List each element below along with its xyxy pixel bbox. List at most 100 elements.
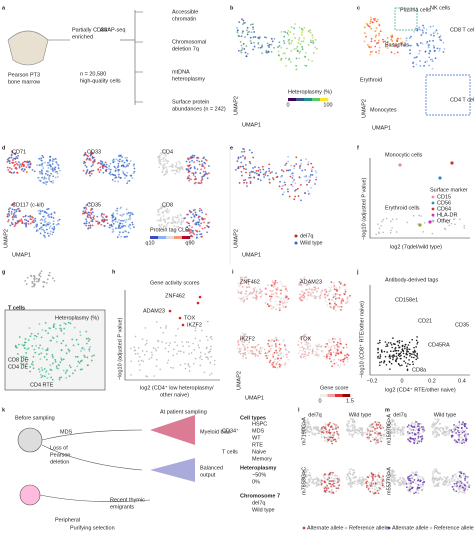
scatter-dot <box>403 360 405 363</box>
umap-dot <box>192 172 195 175</box>
umap-dot <box>29 335 32 338</box>
umap-dot <box>452 488 455 491</box>
umap-dot <box>340 343 342 345</box>
umap-dot <box>14 214 17 217</box>
umap-dot <box>382 427 384 430</box>
umap-dot <box>12 215 15 218</box>
umap-dot <box>174 221 177 223</box>
umap-dot <box>247 278 249 280</box>
umap-dot <box>246 294 249 297</box>
scatter-dot <box>199 351 202 354</box>
umap-dot <box>434 429 437 431</box>
umap-dot <box>259 295 262 298</box>
umap-dot <box>445 480 448 483</box>
umap-dot <box>87 340 90 342</box>
umap-dot <box>412 429 415 431</box>
umap-dot <box>254 171 256 174</box>
umap-dot <box>289 169 291 171</box>
umap-dot <box>309 345 312 348</box>
umap-dot <box>6 215 9 218</box>
umap-dot <box>50 213 53 216</box>
umap-dot <box>48 215 51 218</box>
scatter-dot <box>397 362 400 365</box>
umap-dot <box>255 172 258 175</box>
umap-dot <box>203 174 206 176</box>
umap-dot <box>245 295 248 298</box>
umap-dot <box>47 207 50 210</box>
scatter-dot <box>192 342 194 345</box>
umap-dot <box>306 179 309 181</box>
umap-dot <box>90 220 93 222</box>
umap-dot <box>201 163 204 166</box>
umap-dot <box>307 354 309 357</box>
umap-dot <box>312 347 314 350</box>
scatter-dot <box>383 360 386 362</box>
umap-dot <box>246 52 249 55</box>
umap-dot <box>269 347 272 350</box>
umap-dot <box>90 172 93 175</box>
umap-dot <box>330 492 333 495</box>
scatter-dot <box>447 222 449 224</box>
umap-dot <box>273 46 275 49</box>
label: Balanced <box>200 465 223 471</box>
umap-dot <box>315 178 317 181</box>
umap-dot <box>406 431 409 433</box>
umap-dot <box>121 219 124 222</box>
umap-dot <box>454 425 456 427</box>
umap-dot <box>272 178 275 181</box>
umap-dot <box>123 173 126 176</box>
umap-dot <box>236 160 239 163</box>
umap-dot <box>366 23 369 26</box>
scatter-dot <box>199 355 202 357</box>
umap-dot <box>338 287 341 289</box>
umap-dot <box>244 163 247 166</box>
scatter-dot <box>213 363 216 366</box>
umap-dot <box>415 420 417 423</box>
umap-dot <box>159 216 162 219</box>
umap-dot <box>194 178 197 181</box>
umap-dot <box>419 432 421 435</box>
umap-dot <box>254 353 257 356</box>
umap-dot <box>56 172 59 175</box>
umap-dot <box>374 473 377 476</box>
umap-dot <box>191 172 194 174</box>
umap-dot <box>393 483 396 486</box>
umap-dot <box>414 437 417 440</box>
umap-dot <box>367 488 370 490</box>
umap-dot <box>185 228 188 231</box>
umap-dot <box>388 484 390 486</box>
umap-dot <box>468 483 470 486</box>
umap-dot <box>431 477 434 480</box>
umap-dot <box>47 213 50 216</box>
umap-dot <box>100 163 103 166</box>
umap-dot <box>201 218 204 221</box>
scatter-dot <box>389 350 392 353</box>
umap-dot <box>41 375 44 377</box>
umap-dot <box>8 156 11 159</box>
label: 0 <box>400 378 403 384</box>
umap-dot <box>242 179 245 182</box>
umap-dot <box>304 421 306 424</box>
umap-dot <box>310 477 312 479</box>
umap-dot <box>34 351 37 354</box>
umap-dot <box>292 174 295 177</box>
umap-dot <box>376 480 379 483</box>
umap-dot <box>257 46 260 49</box>
umap-dot <box>280 364 282 367</box>
umap-dot <box>126 171 129 174</box>
umap-dot <box>451 434 454 437</box>
umap-dot <box>374 427 376 430</box>
label: Surface marker <box>430 187 468 193</box>
umap-dot <box>190 229 193 232</box>
umap-dot <box>193 154 196 157</box>
umap-dot <box>303 429 306 432</box>
umap-dot <box>47 164 50 167</box>
umap-dot <box>311 174 314 176</box>
umap-dot <box>270 293 273 296</box>
umap-dot <box>29 222 32 225</box>
scatter-dot <box>210 355 212 358</box>
umap-dot <box>277 296 280 299</box>
umap-dot <box>12 172 15 174</box>
umap-dot <box>430 425 433 428</box>
umap-dot <box>194 172 197 174</box>
